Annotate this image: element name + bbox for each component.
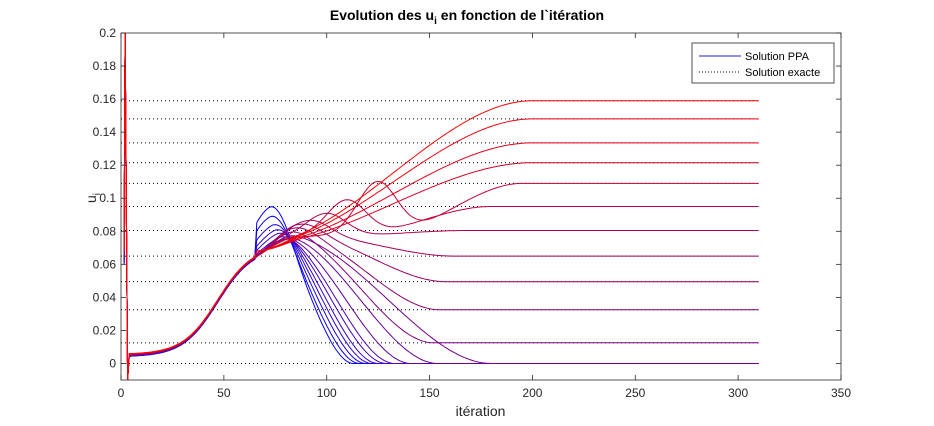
chart-marks <box>121 32 759 381</box>
y-axis-label-main: u <box>83 195 99 203</box>
y-tick-label: 0.06 <box>93 257 117 271</box>
y-tick-label: 0.14 <box>93 125 117 139</box>
y-tick-label: 0.08 <box>93 224 117 238</box>
legend-exact-label: Solution exacte <box>745 67 820 79</box>
x-tick-label: 200 <box>522 386 542 400</box>
x-tick-label: 350 <box>831 386 851 400</box>
y-axis-label: ui <box>83 193 103 203</box>
x-tick-label: 0 <box>118 386 125 400</box>
y-tick-label: 0.12 <box>93 158 117 172</box>
y-tick-label: 0.16 <box>93 92 117 106</box>
legend: Solution PPA Solution exacte <box>691 42 835 84</box>
x-tick-label: 300 <box>728 386 748 400</box>
y-tick-label: 0.02 <box>93 323 117 337</box>
y-tick-label: 0.04 <box>93 290 117 304</box>
chart-axes <box>120 32 842 381</box>
x-tick-label: 100 <box>317 386 337 400</box>
legend-ppa-label: Solution PPA <box>745 51 810 63</box>
y-tick-label: 0.1 <box>99 191 116 205</box>
chart-title: Evolution des ui en fonction de l`itérat… <box>330 7 604 27</box>
chart-title-subscript: i <box>434 16 437 27</box>
series-line <box>123 32 759 381</box>
x-tick-label: 150 <box>420 386 440 400</box>
chart-title-rest: en fonction de l`itération <box>437 7 604 23</box>
plot-area-frame <box>120 32 842 381</box>
y-tick-label: 0 <box>109 356 116 370</box>
x-axis-label: itération <box>456 403 506 419</box>
y-axis-label-subscript: i <box>92 193 103 195</box>
x-tick-label: 250 <box>625 386 645 400</box>
y-tick-label: 0.2 <box>99 26 116 40</box>
x-tick-label: 50 <box>217 386 231 400</box>
legend-box <box>691 42 835 84</box>
y-tick-label: 0.18 <box>93 59 117 73</box>
chart-ticks: 0 50 100 150 200 250 300 350 0 0.02 0.04 0.06 0.08 0.… <box>93 26 852 400</box>
chart-title-main: Evolution des u <box>330 7 434 23</box>
